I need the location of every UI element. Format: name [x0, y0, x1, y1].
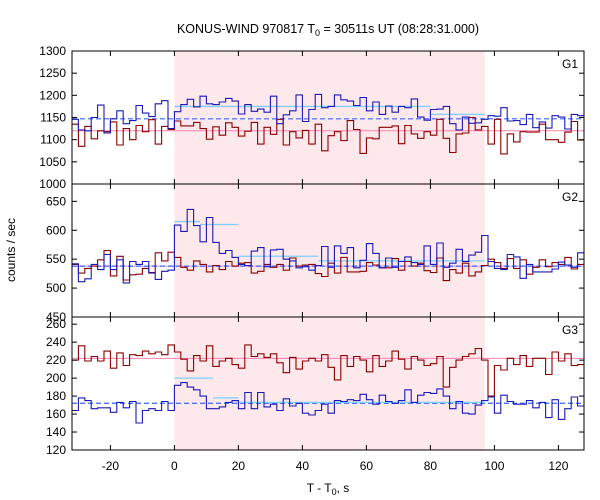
x-tick-label: 80	[424, 459, 438, 473]
burst-interval-shade	[174, 317, 485, 450]
series-b-histogram	[72, 208, 584, 284]
x-tick-label: -20	[102, 459, 120, 473]
title-subscript: 0	[315, 28, 320, 38]
y-tick-label: 1150	[40, 111, 66, 125]
series-a-histogram	[72, 116, 584, 155]
y-tick-label: 140	[46, 425, 66, 439]
burst-interval-shade	[174, 184, 485, 317]
y-tick-label: 160	[46, 407, 66, 421]
panel-label: G2	[562, 190, 578, 204]
y-tick-label: 120	[46, 443, 66, 457]
y-axis-label: counts / sec	[4, 218, 18, 282]
y-tick-label: 1050	[39, 155, 66, 169]
y-tick-label: 1250	[39, 66, 66, 80]
x-tick-label: 0	[171, 459, 178, 473]
series-a-histogram	[72, 344, 584, 397]
panel-label: G1	[562, 57, 578, 71]
y-tick-label: 450	[46, 310, 66, 324]
y-tick-label: 1300	[39, 44, 66, 58]
chart-title: KONUS-WIND 970817 T0 = 30511s UT (08:28:…	[177, 22, 479, 38]
series-a-histogram	[72, 249, 584, 282]
x-tick-label: 120	[548, 459, 568, 473]
panel-label: G3	[562, 323, 578, 337]
y-tick-label: 500	[46, 281, 66, 295]
series-b-histogram	[72, 382, 584, 424]
xlabel-subscript: 0	[332, 487, 337, 497]
x-tick-label: 20	[232, 459, 246, 473]
x-tick-label: 100	[484, 459, 504, 473]
y-tick-label: 550	[46, 252, 66, 266]
y-tick-label: 240	[46, 335, 66, 349]
y-tick-label: 1000	[39, 177, 66, 191]
panel-g2: 450 500 550 600 650 G2	[46, 183, 585, 324]
y-tick-label: 650	[46, 194, 66, 208]
y-tick-label: 1100	[40, 133, 66, 147]
burst-interval-shade	[174, 51, 485, 184]
chart-panels: 1000105011001150120012501300G14505005506…	[39, 44, 585, 473]
y-tick-label: 180	[46, 389, 66, 403]
y-tick-label: 220	[46, 353, 66, 367]
y-tick-label: 260	[46, 317, 66, 331]
y-tick-label: 1200	[39, 88, 66, 102]
panel-g3: 120 140 160 180 200 220 240 260 G3	[46, 316, 585, 457]
x-axis-label: T - T0, s	[307, 481, 350, 497]
panel-g1: 1000 1050 1100 1150 1200 1250 1300 G1	[39, 44, 585, 191]
x-tick-label: 40	[296, 459, 310, 473]
panel-frame	[71, 316, 585, 451]
y-tick-label: 600	[46, 223, 66, 237]
series-b-histogram	[72, 93, 584, 134]
y-tick-label: 200	[46, 371, 66, 385]
x-tick-label: 60	[360, 459, 374, 473]
